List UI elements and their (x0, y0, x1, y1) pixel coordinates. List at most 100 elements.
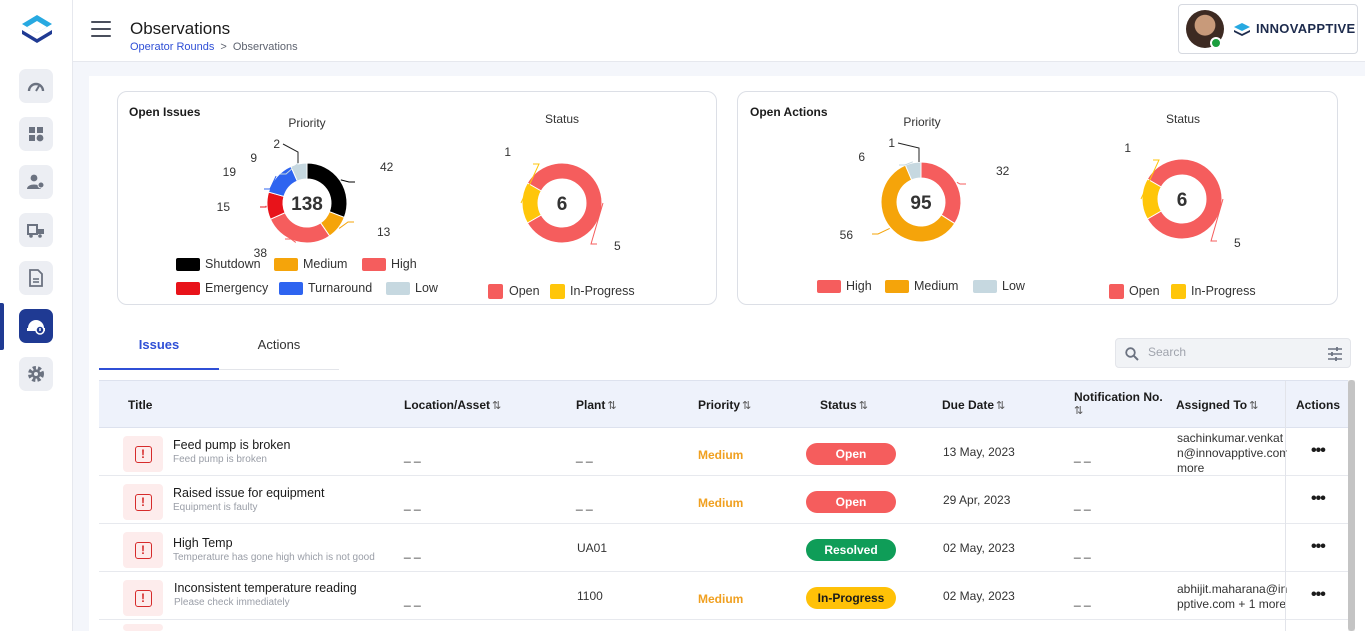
status-badge: Open (806, 491, 896, 513)
legend-medium[interactable]: Medium (303, 257, 347, 271)
row-plant: 1100 (577, 589, 603, 603)
status-badge: In-Progress (806, 587, 896, 609)
donut-slice-in-progress[interactable] (521, 182, 542, 224)
donut-value-label: 38 (254, 246, 268, 260)
sort-icon[interactable]: ⇅ (492, 400, 502, 412)
donut-value-label: 1 (504, 145, 511, 159)
row-title: Feed pump is broken (173, 438, 291, 452)
table-row[interactable]: ! Feed pump is broken Feed pump is broke… (99, 428, 1348, 476)
col-actions: Actions (1296, 398, 1341, 412)
sort-icon[interactable]: ⇅ (1074, 405, 1084, 417)
issues-priority-legend: Shutdown Medium High Emergency Turnaroun… (176, 257, 439, 295)
table-scrollbar-thumb[interactable] (1348, 380, 1355, 631)
actions-status-donut: 5 1 6 (1124, 141, 1241, 250)
donut-value-label: 15 (217, 200, 231, 214)
actions-priority-legend: High Medium Low (817, 279, 1026, 293)
row-assigned-to: abhijit.maharana@in pptive.com + 1 more (1177, 582, 1287, 611)
donut-value-label: 42 (380, 160, 394, 174)
legend-high[interactable]: High (846, 279, 872, 293)
col-priority[interactable]: Priority ⇅ (698, 398, 752, 412)
sort-icon[interactable]: ⇅ (742, 400, 752, 412)
donut-slice-in-progress[interactable] (1141, 178, 1162, 220)
status-badge: Open (806, 443, 896, 465)
issues-status-legend: Open In-Progress (488, 284, 635, 299)
table-header: Title Location/Asset ⇅ Plant ⇅ Priority ⇅ S… (99, 380, 1348, 428)
sort-icon[interactable]: ⇅ (858, 400, 868, 412)
tab-divider (219, 369, 339, 370)
legend-open[interactable]: Open (1129, 284, 1160, 298)
search-input[interactable] (1148, 345, 1318, 359)
legend-low[interactable]: Low (1002, 279, 1026, 293)
col-due-date[interactable]: Due Date ⇅ (942, 398, 1006, 412)
legend-swatch-high (362, 258, 386, 271)
gear-icon[interactable] (19, 357, 53, 391)
donut-slice-medium[interactable] (880, 164, 956, 243)
issues-priority-label: Priority (288, 116, 325, 130)
online-status-icon (1210, 37, 1222, 49)
donut-leader-line (1140, 159, 1160, 200)
open-issues-title: Open Issues (129, 105, 201, 119)
document-icon[interactable] (19, 261, 53, 295)
brand-logo: INNOVAPPTIVE (1233, 21, 1355, 36)
donut-slice-open[interactable] (1146, 158, 1223, 240)
legend-turnaround[interactable]: Turnaround (308, 281, 372, 295)
user-settings-icon[interactable] (19, 165, 53, 199)
breadcrumb-parent-link[interactable]: Operator Rounds (130, 41, 215, 53)
table-row[interactable]: ! Inconsistent temperature reading Pleas… (99, 572, 1348, 620)
sidebar (0, 0, 73, 631)
legend-emergency[interactable]: Emergency (205, 281, 269, 295)
sort-icon[interactable]: ⇅ (996, 400, 1006, 412)
table-row[interactable] (99, 620, 1348, 631)
donut-value-label: 13 (377, 225, 391, 239)
legend-swatch-shutdown (176, 258, 200, 271)
donut-leader-line (590, 202, 604, 245)
col-plant[interactable]: Plant ⇅ (576, 398, 617, 412)
observations-icon[interactable] (19, 309, 53, 343)
donut-slice-open[interactable] (526, 162, 603, 244)
profile-menu[interactable]: INNOVAPPTIVE (1178, 4, 1358, 54)
donut-leader-line (872, 228, 890, 235)
legend-in-progress[interactable]: In-Progress (1191, 284, 1256, 298)
legend-open[interactable]: Open (509, 284, 540, 298)
search-box (1115, 338, 1351, 368)
legend-high[interactable]: High (391, 257, 417, 271)
col-status[interactable]: Status ⇅ (820, 398, 868, 412)
legend-swatch-medium (885, 280, 909, 293)
tab-actions[interactable]: Actions (257, 337, 301, 352)
legend-in-progress[interactable]: In-Progress (570, 284, 635, 298)
search-icon (1125, 347, 1139, 361)
issues-priority-donut: 42 13 38 15 19 9 2 138 (217, 137, 394, 260)
row-actions-menu-icon[interactable]: ••• (1311, 490, 1326, 507)
brand-name: INNOVAPPTIVE (1256, 21, 1356, 36)
col-location-asset[interactable]: Location/Asset ⇅ (404, 398, 502, 412)
donut-slice-low[interactable] (904, 161, 922, 181)
legend-swatch-high (817, 280, 841, 293)
filter-icon[interactable] (1327, 347, 1343, 361)
dashboard-icon[interactable] (19, 69, 53, 103)
legend-shutdown[interactable]: Shutdown (205, 257, 261, 271)
sort-icon[interactable]: ⇅ (1249, 400, 1259, 412)
menu-icon[interactable] (91, 21, 111, 37)
row-plant: UA01 (577, 541, 608, 555)
row-location: _ _ (404, 593, 421, 607)
row-plant: _ _ (576, 449, 593, 463)
row-actions-menu-icon[interactable]: ••• (1311, 586, 1326, 603)
legend-low[interactable]: Low (415, 281, 439, 295)
col-notification-no[interactable]: Notification No. ⇅ (1074, 390, 1163, 418)
table-row[interactable]: ! High Temp Temperature has gone high wh… (99, 524, 1348, 572)
legend-medium[interactable]: Medium (914, 279, 958, 293)
row-actions-menu-icon[interactable]: ••• (1311, 442, 1326, 459)
table-row[interactable]: ! Raised issue for equipment Equipment i… (99, 476, 1348, 524)
equipment-icon[interactable] (19, 213, 53, 247)
app-logo-icon[interactable] (20, 13, 54, 45)
col-assigned-to[interactable]: Assigned To ⇅ (1176, 398, 1259, 412)
row-actions-menu-icon[interactable]: ••• (1311, 538, 1326, 555)
donut-center-total: 6 (1177, 190, 1188, 211)
tab-issues[interactable]: Issues (99, 330, 219, 370)
apps-settings-icon[interactable] (19, 117, 53, 151)
donut-slice-high[interactable] (269, 212, 331, 244)
row-subtitle: Feed pump is broken (173, 454, 267, 465)
breadcrumb-current: Observations (232, 41, 298, 53)
sort-icon[interactable]: ⇅ (607, 400, 617, 412)
legend-swatch-in-progress (1171, 284, 1186, 299)
